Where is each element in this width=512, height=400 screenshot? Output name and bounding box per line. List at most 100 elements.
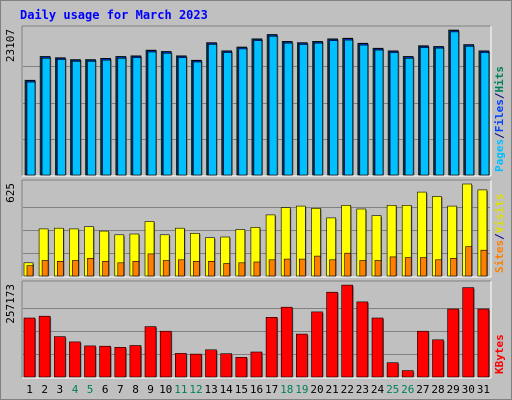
legend-entry-hits: Hits [493,66,506,93]
bar-kbytes-day-10 [159,330,172,378]
x-tick-label-day-20: 20 [310,383,323,396]
x-tick-label-day-27: 27 [416,383,429,396]
x-tick-label-day-7: 7 [117,383,124,396]
bar-kbytes-day-31 [477,308,490,378]
bar-kbytes-day-14 [220,353,232,378]
bar-pages-day-23 [359,44,369,176]
bar-sites-day-15 [238,262,246,277]
bar-sites-day-24 [374,260,382,277]
bar-kbytes-day-5 [84,345,96,378]
bar-kbytes-day-9 [144,326,157,378]
legend-entry-sites: Sites [493,240,506,273]
bar-sites-day-17 [268,259,276,277]
x-tick-label-day-22: 22 [341,383,354,396]
x-tick-label-day-19: 19 [295,383,308,396]
legend-separator: / [493,132,506,139]
bar-pages-day-1 [26,81,36,176]
bar-pages-day-6 [102,59,111,176]
bar-pages-day-4 [72,61,81,176]
bar-kbytes-day-21 [326,291,338,378]
bar-pages-day-25 [389,52,399,176]
bar-kbytes-day-12 [190,353,202,378]
x-tick-label-day-3: 3 [56,383,63,396]
bar-pages-day-31 [480,52,490,176]
y-max-label: 625 [4,183,17,203]
x-tick-label-day-13: 13 [204,383,217,396]
bar-sites-day-16 [253,261,261,277]
bar-sites-day-28 [435,259,442,277]
bar-kbytes-day-6 [99,345,111,378]
x-tick-label-day-6: 6 [102,383,109,396]
x-tick-label-day-21: 21 [325,383,338,396]
bar-pages-day-7 [117,57,127,176]
legend-entry-visits: Visits [493,194,506,234]
x-tick-label-day-30: 30 [462,383,475,396]
bar-kbytes-day-25 [386,362,399,378]
bar-sites-day-3 [56,260,64,277]
bar-sites-day-22 [344,252,352,277]
bar-pages-day-15 [238,48,248,176]
legend-separator: / [493,92,506,99]
panel-kbytes: 257173 KBytes [4,280,506,379]
bar-sites-day-5 [87,257,94,277]
bar-kbytes-day-8 [129,345,142,378]
bar-sites-day-31 [480,249,488,277]
bar-pages-day-17 [268,35,278,176]
x-tick-label-day-16: 16 [250,383,263,396]
x-tick-label-day-17: 17 [265,383,278,396]
bar-sites-day-9 [147,253,155,277]
x-tick-label-day-31: 31 [477,383,490,396]
x-tick-label-day-2: 2 [41,383,48,396]
x-tick-label-day-14: 14 [220,383,234,396]
bar-pages-day-5 [87,61,96,176]
legend-entry-kbytes: KBytes [493,334,506,374]
x-tick-label-day-4: 4 [72,383,79,396]
bar-kbytes-day-15 [235,356,248,378]
bar-pages-day-22 [344,39,354,176]
x-tick-label-day-11: 11 [174,383,187,396]
x-tick-label-day-24: 24 [371,383,385,396]
bar-sites-day-8 [132,260,140,277]
bar-sites-day-26 [404,257,412,277]
bar-sites-day-7 [117,262,125,277]
legend-kbytes: KBytes [493,334,506,374]
legend-hits: Pages/Files/Hits [493,66,506,172]
bar-sites-day-29 [450,257,457,277]
bar-pages-day-16 [253,40,263,176]
bar-sites-day-6 [102,260,109,277]
bar-sites-day-20 [314,255,321,277]
x-tick-label-day-1: 1 [26,383,33,396]
bar-pages-day-26 [404,57,414,176]
x-tick-label-day-9: 9 [147,383,154,396]
x-tick-label-day-29: 29 [447,383,460,396]
x-tick-label-day-25: 25 [386,383,399,396]
chart-title: Daily usage for March 2023 [20,8,208,22]
bar-pages-day-19 [298,44,308,176]
bar-pages-day-24 [374,49,384,176]
bar-sites-day-13 [208,260,215,277]
y-max-label: 257173 [4,284,17,324]
bar-sites-day-4 [72,260,79,277]
bar-kbytes-day-11 [175,353,187,378]
x-tick-label-day-10: 10 [159,383,172,396]
bar-pages-day-13 [208,44,217,176]
legend-separator: / [493,233,506,240]
bar-sites-day-10 [162,260,170,277]
bar-sites-day-19 [298,258,306,277]
bar-kbytes-day-2 [38,315,51,378]
x-tick-label-day-5: 5 [87,383,94,396]
bar-kbytes-day-22 [341,284,354,378]
bar-sites-day-2 [41,260,49,277]
bar-pages-day-8 [132,57,142,176]
bar-kbytes-day-27 [417,330,429,378]
bar-pages-day-11 [178,57,187,176]
legend-visits: Sites/Visits [493,194,506,274]
bar-kbytes-day-16 [250,351,263,378]
bar-kbytes-day-19 [295,333,308,378]
bar-sites-day-23 [359,260,367,277]
bar-pages-day-2 [41,57,51,176]
bar-sites-day-11 [178,259,185,277]
